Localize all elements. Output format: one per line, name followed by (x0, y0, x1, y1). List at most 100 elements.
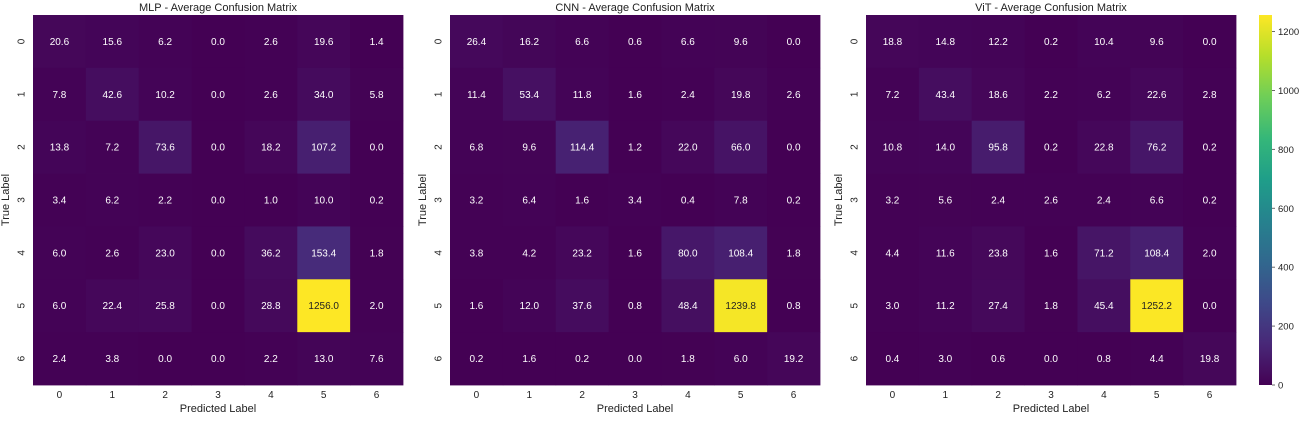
panel-0-cell-value-label: 6.2 (105, 196, 119, 207)
panel-1-heatmap-cell (661, 279, 715, 333)
panel-1-heatmap-cell (450, 173, 504, 227)
panel-1-heatmap-cell (714, 15, 768, 69)
panel-2-heatmap-cell (1077, 15, 1131, 69)
panel-0-heatmap-cell (138, 279, 192, 333)
panel-1-cell-value-label: 2.4 (681, 90, 695, 101)
panel-2-y-tick-label: 5 (850, 302, 861, 308)
panel-2-heatmap-cell (1077, 67, 1131, 122)
panel-1-cell-value-label: 9.6 (522, 143, 536, 154)
panel-2-y-tick-label: 6 (850, 355, 861, 361)
panel-0-cell-value-label: 2.2 (264, 354, 278, 365)
panel-0-cell-value-label: 2.6 (105, 248, 119, 259)
panel-2-cell-value-label: 0.6 (991, 354, 1005, 365)
panel-0-heatmap-cell (244, 15, 298, 69)
panel-2-heatmap-cell (1077, 173, 1131, 227)
panel-2-heatmap-cell (971, 15, 1025, 69)
panel-1-cell-value-label: 1.6 (628, 90, 642, 101)
panel-2-cell-value-label: 2.8 (1203, 90, 1217, 101)
panel-2-heatmap-cell (1024, 332, 1078, 386)
panel-2-y-tick-label: 4 (850, 250, 861, 256)
panel-2-y-tick-label: 1 (850, 91, 861, 97)
panel-0-heatmap-cell (85, 173, 140, 227)
panel-0-cell-value-label: 0.0 (211, 248, 225, 259)
panel-0-heatmap-cell (191, 279, 245, 333)
panel-2-cell-value-label: 18.6 (988, 90, 1008, 101)
panel-0-cell-value-label: 107.2 (311, 143, 336, 154)
panel-1-x-tick-label: 6 (791, 390, 797, 401)
panel-0-cell-value-label: 0.0 (158, 354, 172, 365)
panel-1-cell-value-label: 12.0 (520, 301, 540, 312)
panel-1-cell-value-label: 37.6 (572, 301, 592, 312)
panel-1-heatmap-cell (450, 67, 504, 122)
panel-2-heatmap-cell (1024, 120, 1078, 174)
colorbar-tick-label: 1200 (1278, 27, 1299, 38)
panel-2-cell-value-label: 0.2 (1203, 143, 1217, 154)
panel-1-cell-value-label: 0.4 (681, 196, 695, 207)
panel-2-cell-value-label: 76.2 (1147, 143, 1167, 154)
panel-0-cell-value-label: 28.8 (261, 301, 281, 312)
panel-2-heatmap-cell (866, 279, 920, 333)
panel-2-heatmap-cell (1130, 120, 1184, 174)
panel-1-cell-value-label: 53.4 (520, 90, 540, 101)
panel-2-cell-value-label: 14.0 (936, 143, 956, 154)
panel-2-y-tick-label: 2 (850, 144, 861, 150)
panel-2-heatmap-cell (866, 226, 920, 280)
panel-1-cell-value-label: 0.0 (628, 354, 642, 365)
colorbar-tick-label: 0 (1278, 381, 1283, 392)
panel-2-cell-value-label: 0.0 (1203, 301, 1217, 312)
panel-0-cell-value-label: 2.0 (370, 301, 384, 312)
panel-1-heatmap-cell (714, 173, 768, 227)
colorbar-tick-label: 800 (1278, 145, 1294, 156)
panel-0-heatmap-cell (85, 279, 140, 333)
panel-0-heatmap-cell (297, 226, 351, 280)
panel-0-cell-value-label: 18.2 (261, 143, 281, 154)
panel-1-cell-value-label: 114.4 (570, 143, 595, 154)
panel-0-heatmap-cell (191, 226, 245, 280)
panel-1-heatmap-cell (661, 67, 715, 122)
panel-1-cell-value-label: 0.8 (787, 301, 801, 312)
panel-1-cell-value-label: 0.2 (469, 354, 483, 365)
panel-1-heatmap-cell (502, 173, 557, 227)
panel-2-cell-value-label: 0.2 (1044, 37, 1058, 48)
panel-1-cell-value-label: 3.8 (469, 248, 483, 259)
panel-0-y-tick-label: 3 (17, 197, 28, 203)
panel-0-heatmap-cell (191, 120, 245, 174)
panel-2-cell-value-label: 95.8 (988, 143, 1008, 154)
panel-0-cell-value-label: 3.8 (105, 354, 119, 365)
panel-0-x-tick-label: 6 (374, 390, 380, 401)
panel-1-cell-value-label: 6.8 (469, 143, 483, 154)
panel-0-cell-value-label: 15.6 (103, 37, 123, 48)
panel-0-cell-value-label: 7.2 (105, 143, 119, 154)
panel-1-heatmap-cell (502, 226, 557, 280)
panel-0-heatmap-cell (33, 67, 87, 122)
panel-2-heatmap-cell (1130, 279, 1184, 333)
panel-1-cell-value-label: 23.2 (572, 248, 592, 259)
panel-1-heatmap-cell (714, 67, 768, 122)
panel-1-x-tick-label: 1 (527, 390, 533, 401)
panel-0-x-tick-label: 3 (215, 390, 221, 401)
panel-0-cell-value-label: 0.2 (370, 196, 384, 207)
panel-0-cell-value-label: 6.0 (52, 248, 66, 259)
panel-2-x-tick-label: 4 (1101, 390, 1107, 401)
panel-1-x-tick-label: 2 (579, 390, 585, 401)
panel-1-heatmap-cell (450, 332, 504, 386)
panel-0-heatmap-cell (350, 15, 404, 69)
panel-2-cell-value-label: 71.2 (1094, 248, 1114, 259)
panel-2-heatmap-cell (866, 120, 920, 174)
panel-2-heatmap-cell (1024, 67, 1078, 122)
panel-1-heatmap-cell (767, 173, 821, 227)
panel-0-heatmap-cell (85, 120, 140, 174)
panel-0-cell-value-label: 0.0 (211, 143, 225, 154)
panel-0-heatmap-cell (85, 332, 140, 386)
panel-1-y-tick-label: 2 (434, 144, 445, 150)
panel-1-heatmap-cell (661, 173, 715, 227)
panel-1-cell-value-label: 0.2 (787, 196, 801, 207)
panel-2-cell-value-label: 6.2 (1097, 90, 1111, 101)
panel-1-cell-value-label: 19.8 (731, 90, 751, 101)
panel-0-cell-value-label: 6.2 (158, 37, 172, 48)
panel-0-heatmap-cell (33, 15, 87, 69)
panel-2-heatmap-cell (1183, 279, 1237, 333)
panel-2-heatmap-cell (1024, 173, 1078, 227)
panel-0-cell-value-label: 13.8 (50, 143, 70, 154)
